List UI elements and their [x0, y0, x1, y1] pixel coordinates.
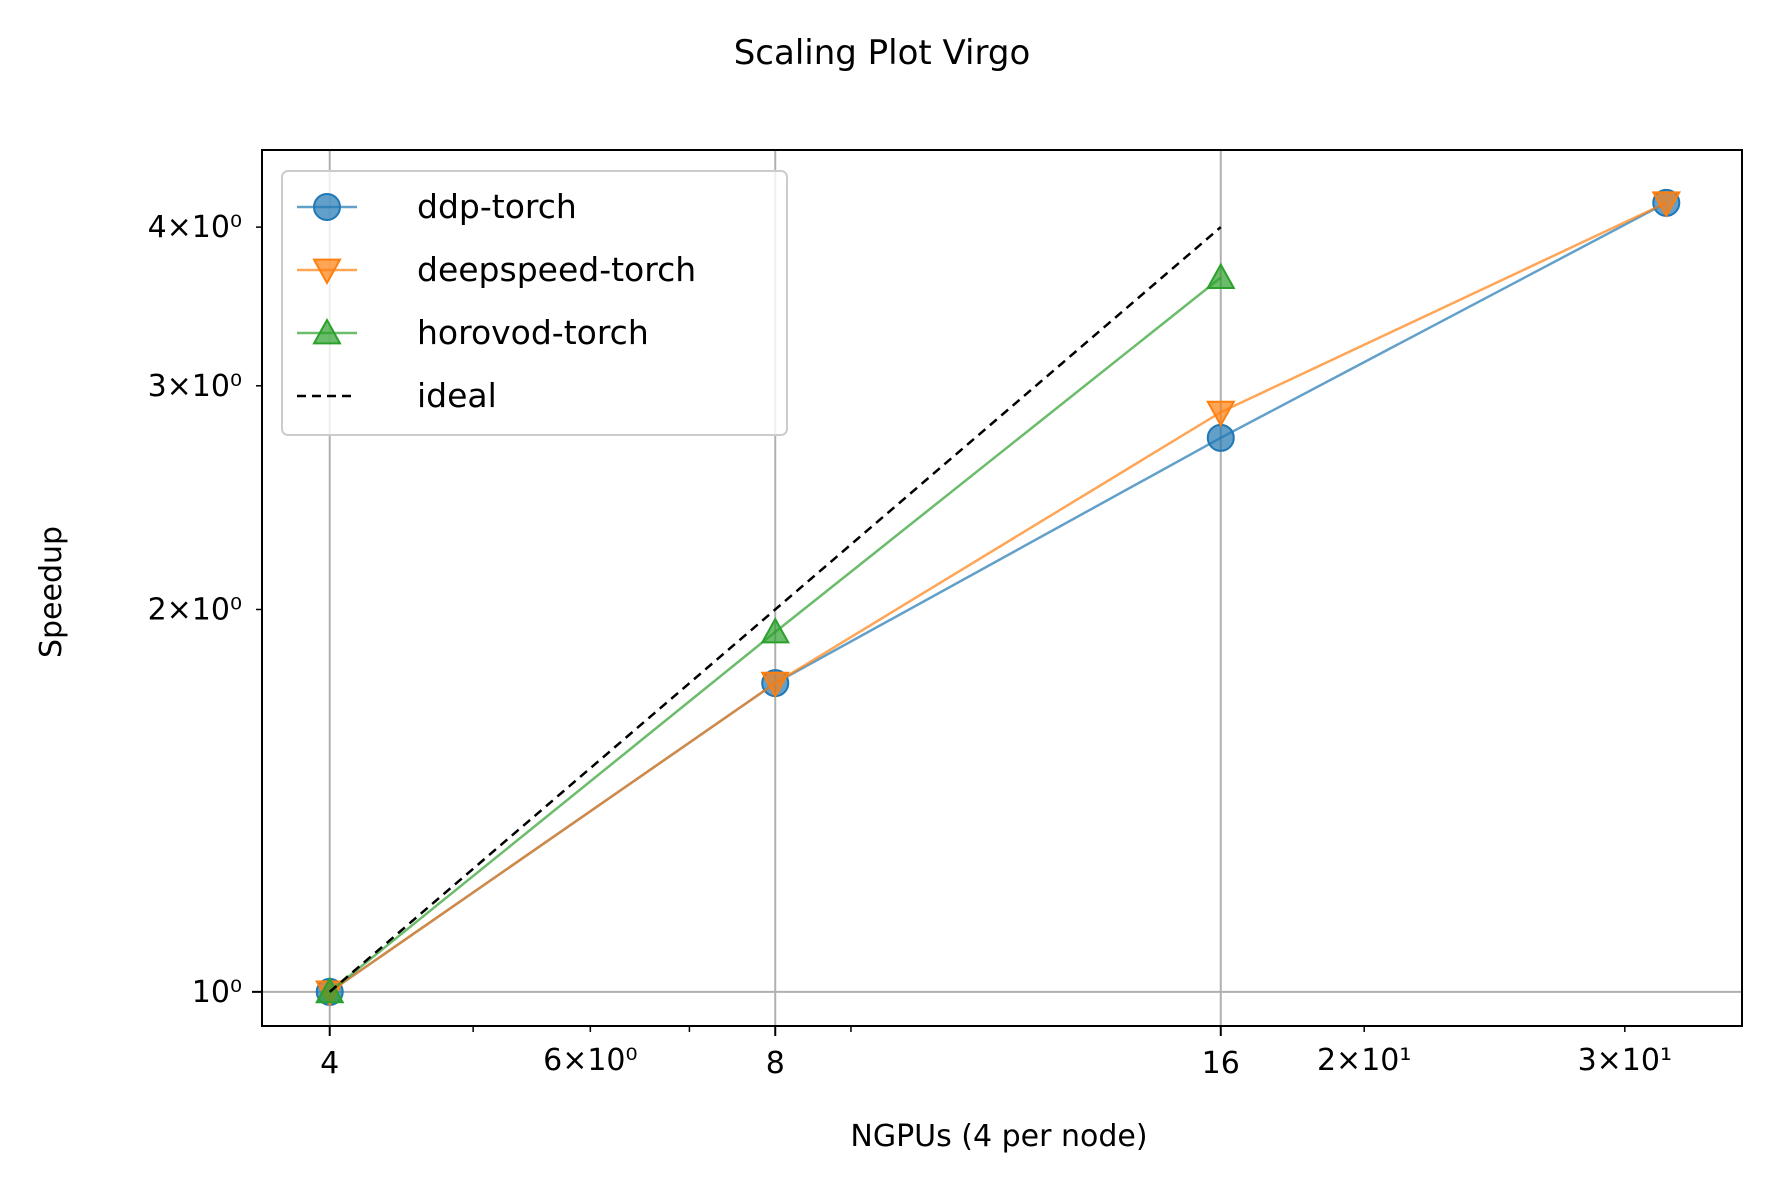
y-tick-label: 3×10⁰ [148, 369, 242, 404]
axis-ticks: 4 8 16 6×10⁰ 2×10¹ 3×10¹ 10⁰ 2×10⁰ 3×10⁰ 4×10⁰ [148, 210, 1672, 1081]
data-point-deepspeed-torch [1651, 191, 1681, 218]
data-point-deepspeed-torch [1206, 400, 1236, 428]
series-line-ideal [328, 226, 1222, 993]
legend-marker-horovod-torch [312, 317, 342, 345]
data-point-horovod-torch [760, 616, 790, 644]
legend-label-ddp-torch: ddp-torch [417, 187, 577, 226]
data-point-horovod-torch [1206, 262, 1236, 290]
data-point-deepspeed-torch [760, 671, 790, 699]
series-lines [315, 188, 1681, 1007]
x-axis-label: NGPUs (4 per node) [850, 1119, 1147, 1154]
legend: ddp-torch deepspeed-torch horovod-torch ide… [281, 170, 788, 436]
y-axis-label: Speedup [34, 526, 69, 658]
y-tick-label: 4×10⁰ [148, 210, 242, 245]
x-tick-label: 6×10⁰ [543, 1043, 637, 1078]
y-tick-label: 2×10⁰ [148, 592, 242, 627]
legend-box [281, 170, 788, 436]
chart-title: Scaling Plot Virgo [734, 33, 1031, 73]
legend-marker-deepspeed-torch [312, 258, 342, 286]
x-tick-label: 2×10¹ [1317, 1043, 1411, 1078]
x-tick-label: 4 [320, 1046, 339, 1081]
legend-label-ideal: ideal [417, 376, 497, 415]
x-tick-label: 8 [766, 1046, 785, 1081]
legend-marker-ddp-torch [313, 193, 341, 221]
y-tick-label: 10⁰ [192, 975, 242, 1010]
x-tick-label: 3×10¹ [1578, 1043, 1672, 1078]
plot-area-frame [261, 149, 1743, 1027]
legend-label-horovod-torch: horovod-torch [417, 313, 649, 352]
data-point-ddp-torch [1206, 423, 1235, 452]
x-tick-label: 16 [1202, 1046, 1240, 1081]
series-line-deepspeed-torch [329, 201, 1667, 993]
legend-label-deepspeed-torch: deepspeed-torch [417, 250, 696, 289]
